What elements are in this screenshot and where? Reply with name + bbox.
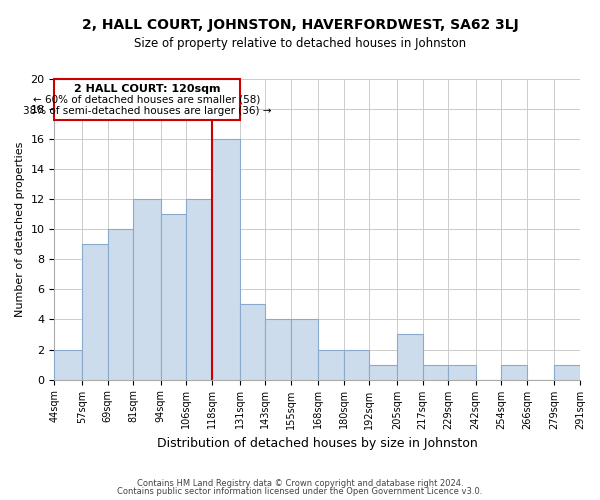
Bar <box>265 320 290 380</box>
Bar <box>55 350 82 380</box>
Bar <box>397 334 422 380</box>
Bar <box>422 364 448 380</box>
Text: Contains public sector information licensed under the Open Government Licence v3: Contains public sector information licen… <box>118 487 482 496</box>
Bar <box>448 364 476 380</box>
Bar <box>82 244 107 380</box>
Bar <box>107 230 133 380</box>
Text: 2 HALL COURT: 120sqm: 2 HALL COURT: 120sqm <box>74 84 220 94</box>
Bar <box>318 350 344 380</box>
FancyBboxPatch shape <box>55 79 239 120</box>
Text: ← 60% of detached houses are smaller (58): ← 60% of detached houses are smaller (58… <box>33 94 260 104</box>
Text: 38% of semi-detached houses are larger (36) →: 38% of semi-detached houses are larger (… <box>23 106 271 117</box>
Y-axis label: Number of detached properties: Number of detached properties <box>15 142 25 317</box>
Bar <box>501 364 527 380</box>
Bar <box>161 214 187 380</box>
Bar <box>187 199 212 380</box>
Bar <box>344 350 370 380</box>
Text: 2, HALL COURT, JOHNSTON, HAVERFORDWEST, SA62 3LJ: 2, HALL COURT, JOHNSTON, HAVERFORDWEST, … <box>82 18 518 32</box>
X-axis label: Distribution of detached houses by size in Johnston: Distribution of detached houses by size … <box>157 437 478 450</box>
Text: Contains HM Land Registry data © Crown copyright and database right 2024.: Contains HM Land Registry data © Crown c… <box>137 478 463 488</box>
Text: Size of property relative to detached houses in Johnston: Size of property relative to detached ho… <box>134 38 466 51</box>
Bar <box>239 304 265 380</box>
Bar <box>370 364 397 380</box>
Bar <box>554 364 580 380</box>
Bar <box>212 139 239 380</box>
Bar <box>290 320 318 380</box>
Bar <box>133 199 161 380</box>
